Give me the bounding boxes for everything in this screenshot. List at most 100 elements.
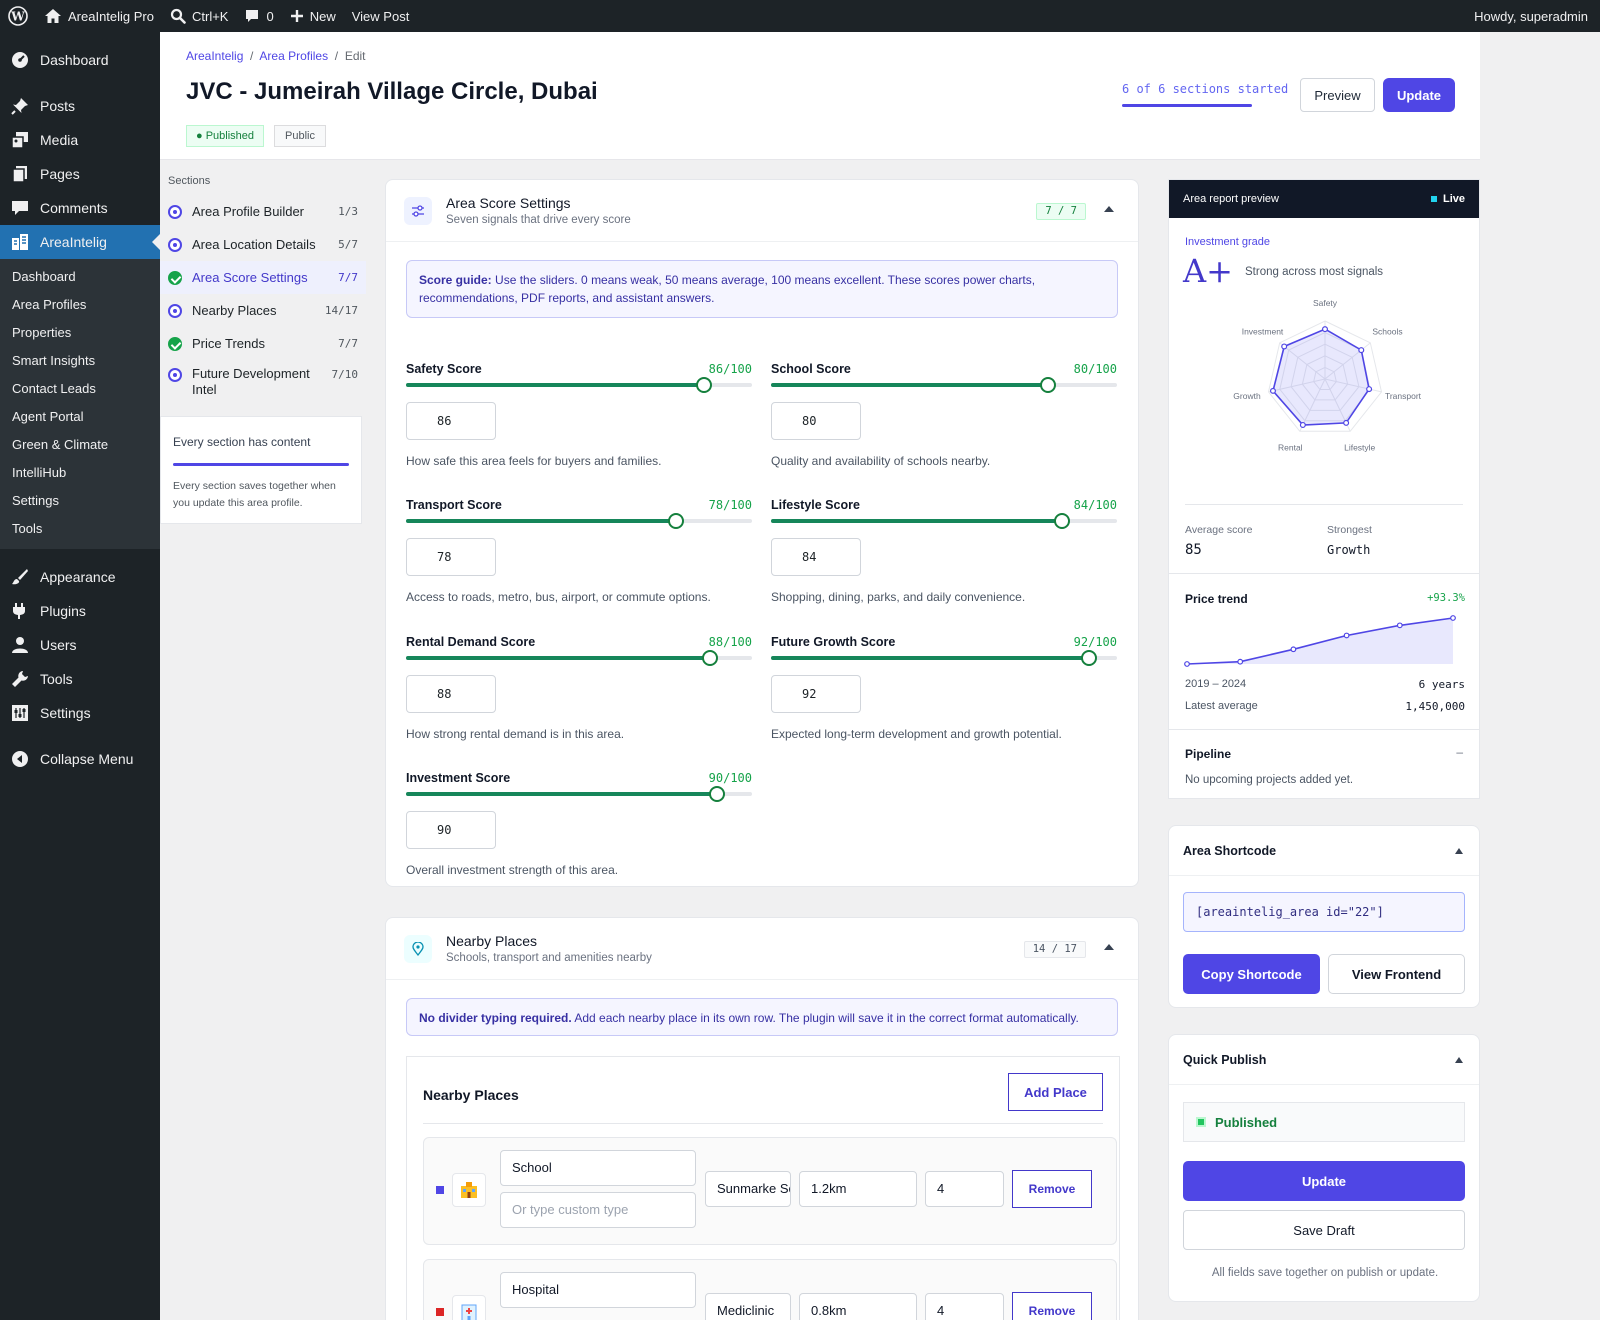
collapse-menu-button[interactable]: Collapse Menu [0,742,160,776]
remove-place-button[interactable]: Remove [1012,1292,1092,1320]
score-slider[interactable] [406,650,752,666]
collapse-caret-icon[interactable] [1104,206,1114,212]
preview-header-title: Area report preview [1183,193,1279,205]
breadcrumb-area-profiles[interactable]: Area Profiles [259,49,329,63]
slider-handle[interactable] [1039,377,1056,393]
score-slider[interactable] [406,513,752,529]
menu-dashboard[interactable]: Dashboard [0,43,160,77]
score-slider[interactable] [406,377,752,393]
score-slider[interactable] [771,513,1117,529]
place-name-input[interactable]: Mediclinic [705,1293,791,1320]
submenu-green-climate[interactable]: Green & Climate [12,437,109,452]
search-shortcut[interactable]: Ctrl+K [162,0,236,32]
score-label: Transport Score [406,498,502,512]
score-number-input[interactable]: 80 [771,402,861,440]
collapse-caret-icon[interactable] [1455,1057,1463,1063]
site-name-link[interactable]: AreaIntelig Pro [36,0,162,32]
shortcode-field[interactable]: [areaintelig_area id="22"] [1183,892,1465,932]
new-content-link[interactable]: New [282,0,344,32]
card-header[interactable]: Area Score Settings Seven signals that d… [386,180,1138,242]
menu-pages[interactable]: Pages [0,157,160,191]
score-number-input[interactable]: 86 [406,402,496,440]
submenu-area-profiles[interactable]: Area Profiles [12,297,87,312]
slider-handle[interactable] [1081,650,1098,666]
menu-users[interactable]: Users [0,628,160,662]
collapse-caret-icon[interactable] [1104,944,1114,950]
slider-handle[interactable] [695,377,712,393]
rating-input[interactable]: 4 [925,1293,1004,1320]
trend-point [1343,632,1350,639]
submenu-smart-insights[interactable]: Smart Insights [12,353,96,368]
wordpress-logo-icon[interactable]: W [0,0,36,32]
save-draft-button[interactable]: Save Draft [1183,1210,1465,1250]
score-number-input[interactable]: 90 [406,811,496,849]
distance-input[interactable]: 1.2km [799,1171,917,1207]
menu-media[interactable]: Media [0,123,160,157]
section-link-price-trends[interactable]: Price Trends 7/7 [160,327,366,360]
submenu-dashboard[interactable]: Dashboard [12,269,76,284]
collapse-caret-icon[interactable] [1455,848,1463,854]
slider-handle[interactable] [702,650,719,666]
submenu-contact-leads[interactable]: Contact Leads [12,381,96,396]
section-link-future-development[interactable]: Future Development Intel 7/10 [160,360,366,406]
menu-comments[interactable]: Comments [0,191,160,225]
divider [1169,729,1479,730]
radar-axis-label: Investment [1242,327,1284,337]
card-header[interactable]: Quick Publish [1169,1035,1479,1085]
menu-plugins[interactable]: Plugins [0,594,160,628]
submenu-settings[interactable]: Settings [12,493,59,508]
score-slider[interactable] [771,377,1117,393]
section-link-nearby-places[interactable]: Nearby Places 14/17 [160,294,366,327]
section-link-count: 7/7 [338,271,358,284]
update-button[interactable]: Update [1383,78,1455,112]
place-type-field[interactable]: School [500,1150,696,1186]
comment-icon [246,10,259,22]
section-link-label: Price Trends [192,336,265,351]
section-link-area-location-details[interactable]: Area Location Details 5/7 [160,228,366,261]
view-frontend-button[interactable]: View Frontend [1328,954,1465,994]
note-title: Every section has content [173,435,311,449]
submenu-intellihub[interactable]: IntelliHub [12,465,67,480]
menu-posts[interactable]: Posts [0,89,160,123]
score-number-input[interactable]: 92 [771,675,861,713]
distance-input[interactable]: 0.8km [799,1293,917,1320]
score-slider[interactable] [771,650,1117,666]
score-number-input[interactable]: 78 [406,538,496,576]
submenu-tools[interactable]: Tools [12,521,43,536]
partial-status-icon [168,303,182,318]
score-number-input[interactable]: 84 [771,538,861,576]
submenu-agent-portal[interactable]: Agent Portal [12,409,84,424]
menu-tools[interactable]: Tools [0,662,160,696]
latest-average-label: Latest average [1185,700,1258,712]
publish-update-button[interactable]: Update [1183,1161,1465,1201]
areaintelig-submenu: Dashboard Area Profiles Properties Smart… [0,259,160,549]
breadcrumb-areaintelig[interactable]: AreaIntelig [186,49,244,63]
remove-place-button[interactable]: Remove [1012,1170,1092,1208]
custom-type-input[interactable]: Or type custom type [500,1192,696,1228]
slider-handle[interactable] [709,786,726,802]
menu-plugins-label: Plugins [40,603,86,619]
score-slider[interactable] [406,786,752,802]
view-post-link[interactable]: View Post [351,8,410,24]
comments-link[interactable]: 0 [236,0,281,32]
radar-axis-label: Schools [1372,327,1402,337]
preview-button[interactable]: Preview [1300,78,1375,112]
section-link-area-profile-builder[interactable]: Area Profile Builder 1/3 [160,195,366,228]
submenu-properties[interactable]: Properties [12,325,72,340]
card-header[interactable]: Nearby Places Schools, transport and ame… [386,918,1138,980]
menu-areaintelig[interactable]: AreaIntelig [0,225,160,259]
rating-input[interactable]: 4 [925,1171,1004,1207]
menu-settings[interactable]: Settings [0,696,160,730]
user-account-link[interactable]: Howdy, superadmin [1474,8,1588,24]
card-header[interactable]: Area Shortcode [1169,826,1479,876]
slider-handle[interactable] [667,513,684,529]
section-link-area-score-settings[interactable]: Area Score Settings 7/7 [160,261,366,294]
score-number-input[interactable]: 88 [406,675,496,713]
place-type-field[interactable]: Hospital [500,1272,696,1308]
menu-areaintelig-label: AreaIntelig [40,234,107,250]
add-place-button[interactable]: Add Place [1008,1073,1103,1111]
place-name-input[interactable]: Sunmarke School [705,1171,791,1207]
slider-handle[interactable] [1053,513,1070,529]
copy-shortcode-button[interactable]: Copy Shortcode [1183,954,1320,994]
menu-appearance[interactable]: Appearance [0,560,160,594]
